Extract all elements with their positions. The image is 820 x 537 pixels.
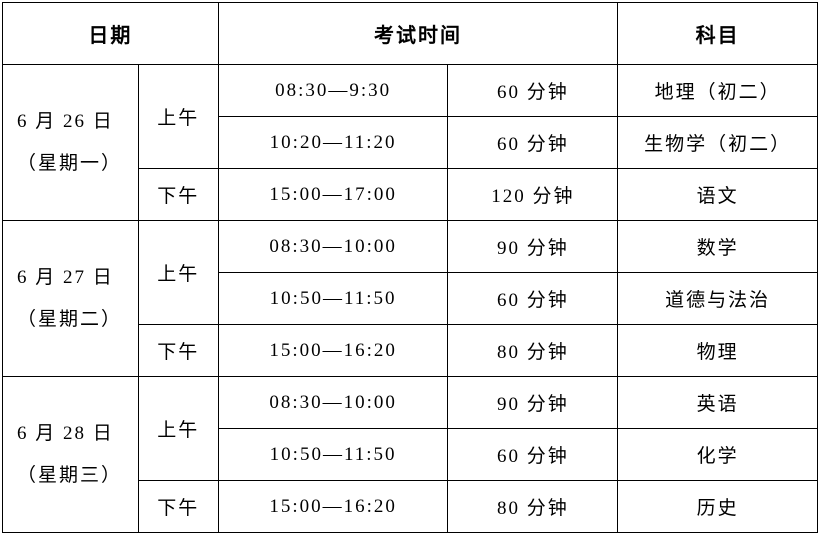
table-row: 6 月 26 日 （星期一） 上午 08:30—9:30 60 分钟 地理（初二… <box>3 65 818 117</box>
subject-cell: 物理 <box>618 325 818 377</box>
exam-schedule-table: 日期 考试时间 科目 6 月 26 日 （星期一） 上午 08:30—9:30 … <box>2 2 818 533</box>
duration-cell: 60 分钟 <box>448 429 618 481</box>
duration-cell: 60 分钟 <box>448 65 618 117</box>
period-afternoon-3: 下午 <box>138 481 218 533</box>
duration-cell: 90 分钟 <box>448 221 618 273</box>
header-exam-time: 考试时间 <box>218 3 617 65</box>
date-line1: 6 月 28 日 <box>17 423 114 444</box>
duration-cell: 80 分钟 <box>448 325 618 377</box>
subject-cell: 化学 <box>618 429 818 481</box>
duration-cell: 120 分钟 <box>448 169 618 221</box>
duration-cell: 80 分钟 <box>448 481 618 533</box>
period-morning-2: 上午 <box>138 221 218 325</box>
time-cell: 15:00—16:20 <box>218 481 448 533</box>
duration-cell: 60 分钟 <box>448 273 618 325</box>
date-cell-1: 6 月 26 日 （星期一） <box>3 65 139 221</box>
subject-cell: 数学 <box>618 221 818 273</box>
time-cell: 15:00—17:00 <box>218 169 448 221</box>
date-cell-2: 6 月 27 日 （星期二） <box>3 221 139 377</box>
period-morning-1: 上午 <box>138 65 218 169</box>
date-line1: 6 月 26 日 <box>17 111 114 132</box>
table-row: 6 月 27 日 （星期二） 上午 08:30—10:00 90 分钟 数学 <box>3 221 818 273</box>
header-subject: 科目 <box>618 3 818 65</box>
subject-cell: 道德与法治 <box>618 273 818 325</box>
time-cell: 08:30—9:30 <box>218 65 448 117</box>
subject-cell: 历史 <box>618 481 818 533</box>
date-line2: （星期二） <box>17 309 122 330</box>
time-cell: 08:30—10:00 <box>218 221 448 273</box>
time-cell: 10:20—11:20 <box>218 117 448 169</box>
header-row: 日期 考试时间 科目 <box>3 3 818 65</box>
subject-cell: 地理（初二） <box>618 65 818 117</box>
subject-cell: 生物学（初二） <box>618 117 818 169</box>
header-date: 日期 <box>3 3 219 65</box>
subject-cell: 语文 <box>618 169 818 221</box>
date-line1: 6 月 27 日 <box>17 267 114 288</box>
period-morning-3: 上午 <box>138 377 218 481</box>
time-cell: 15:00—16:20 <box>218 325 448 377</box>
date-line2: （星期三） <box>17 465 122 486</box>
table-row: 6 月 28 日 （星期三） 上午 08:30—10:00 90 分钟 英语 <box>3 377 818 429</box>
date-cell-3: 6 月 28 日 （星期三） <box>3 377 139 533</box>
time-cell: 08:30—10:00 <box>218 377 448 429</box>
duration-cell: 60 分钟 <box>448 117 618 169</box>
subject-cell: 英语 <box>618 377 818 429</box>
time-cell: 10:50—11:50 <box>218 273 448 325</box>
duration-cell: 90 分钟 <box>448 377 618 429</box>
date-line2: （星期一） <box>17 153 122 174</box>
period-afternoon-1: 下午 <box>138 169 218 221</box>
time-cell: 10:50—11:50 <box>218 429 448 481</box>
period-afternoon-2: 下午 <box>138 325 218 377</box>
